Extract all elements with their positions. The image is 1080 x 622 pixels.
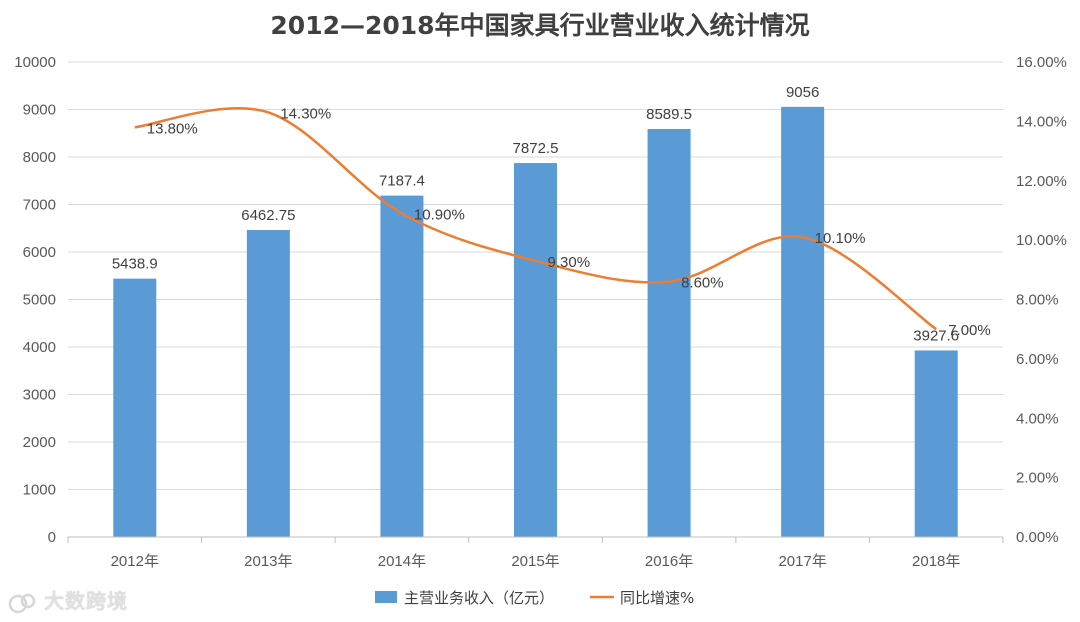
chart-title: 2012—2018年中国家具行业营业收入统计情况 bbox=[270, 11, 809, 40]
bar bbox=[647, 128, 691, 537]
line-series bbox=[134, 107, 937, 331]
y-left-tick-label: 10000 bbox=[14, 54, 56, 71]
y-left-tick-label: 6000 bbox=[23, 244, 56, 261]
y-left-tick-label: 9000 bbox=[23, 102, 56, 119]
legend-bar-swatch bbox=[375, 591, 397, 603]
bar bbox=[113, 278, 157, 537]
growth-line bbox=[134, 107, 937, 331]
bar-value-label: 6462.75 bbox=[241, 207, 295, 224]
y-left-tick-label: 3000 bbox=[23, 387, 56, 404]
x-tick-label: 2018年 bbox=[912, 553, 960, 570]
line-value-label: 13.80% bbox=[147, 120, 198, 137]
line-value-label: 8.60% bbox=[681, 275, 724, 292]
y-right-tick-label: 12.00% bbox=[1016, 173, 1067, 190]
legend-bar-label: 主营业务收入（亿元） bbox=[404, 589, 554, 607]
y-left-tick-label: 1000 bbox=[23, 482, 56, 499]
watermark-text: 大数跨境 bbox=[43, 589, 128, 613]
y-right-tick-label: 16.00% bbox=[1016, 54, 1067, 71]
x-tick-label: 2016年 bbox=[645, 553, 693, 570]
bar bbox=[781, 106, 825, 537]
y-left-tick-label: 0 bbox=[48, 529, 56, 546]
x-tick-label: 2013年 bbox=[244, 553, 292, 570]
line-value-label: 7.00% bbox=[948, 322, 991, 339]
y-left-tick-label: 4000 bbox=[23, 339, 56, 356]
bar bbox=[380, 195, 424, 537]
x-tick-label: 2014年 bbox=[378, 553, 426, 570]
y-left-tick-label: 5000 bbox=[23, 292, 56, 309]
y-right-tick-label: 4.00% bbox=[1016, 410, 1059, 427]
line-value-label: 10.90% bbox=[414, 206, 465, 223]
y-right-tick-label: 14.00% bbox=[1016, 113, 1067, 130]
watermark: 大数跨境 bbox=[8, 585, 128, 614]
bar-series bbox=[113, 106, 958, 537]
y-right-tick-label: 8.00% bbox=[1016, 292, 1059, 309]
x-tick-label: 2012年 bbox=[111, 553, 159, 570]
bar bbox=[246, 230, 290, 537]
line-value-label: 10.10% bbox=[815, 230, 866, 247]
bar-value-label: 5438.9 bbox=[112, 256, 158, 273]
y-right-tick-label: 2.00% bbox=[1016, 470, 1059, 487]
bar-value-label: 7187.4 bbox=[379, 173, 425, 190]
y-left-tick-label: 8000 bbox=[23, 149, 56, 166]
y-right-tick-label: 6.00% bbox=[1016, 351, 1059, 368]
bar-value-label: 7872.5 bbox=[513, 140, 559, 157]
x-tick-label: 2017年 bbox=[778, 553, 826, 570]
legend: 主营业务收入（亿元） 同比增速% bbox=[375, 589, 694, 607]
legend-line-label: 同比增速% bbox=[620, 589, 694, 607]
data-labels: 5438.9 6462.75 7187.4 7872.5 8589.5 9056 3927.… bbox=[112, 84, 991, 345]
bar-value-label: 8589.5 bbox=[646, 106, 692, 123]
line-value-label: 14.30% bbox=[280, 105, 331, 122]
axes: 0 1000 2000 3000 4000 5000 6000 7000 8000 9000 100… bbox=[14, 54, 1067, 570]
y-left-tick-label: 2000 bbox=[23, 434, 56, 451]
bar bbox=[514, 163, 557, 537]
watermark-logo-icon bbox=[8, 593, 36, 613]
line-value-label: 9.30% bbox=[548, 254, 591, 271]
bar bbox=[914, 350, 958, 537]
bar-value-label: 3927.6 bbox=[913, 327, 959, 344]
y-right-tick-label: 10.00% bbox=[1016, 232, 1067, 249]
y-left-tick-label: 7000 bbox=[23, 197, 56, 214]
x-tick-label: 2015年 bbox=[511, 553, 559, 570]
bar-value-label: 9056 bbox=[786, 84, 819, 101]
y-right-tick-label: 0.00% bbox=[1016, 529, 1059, 546]
